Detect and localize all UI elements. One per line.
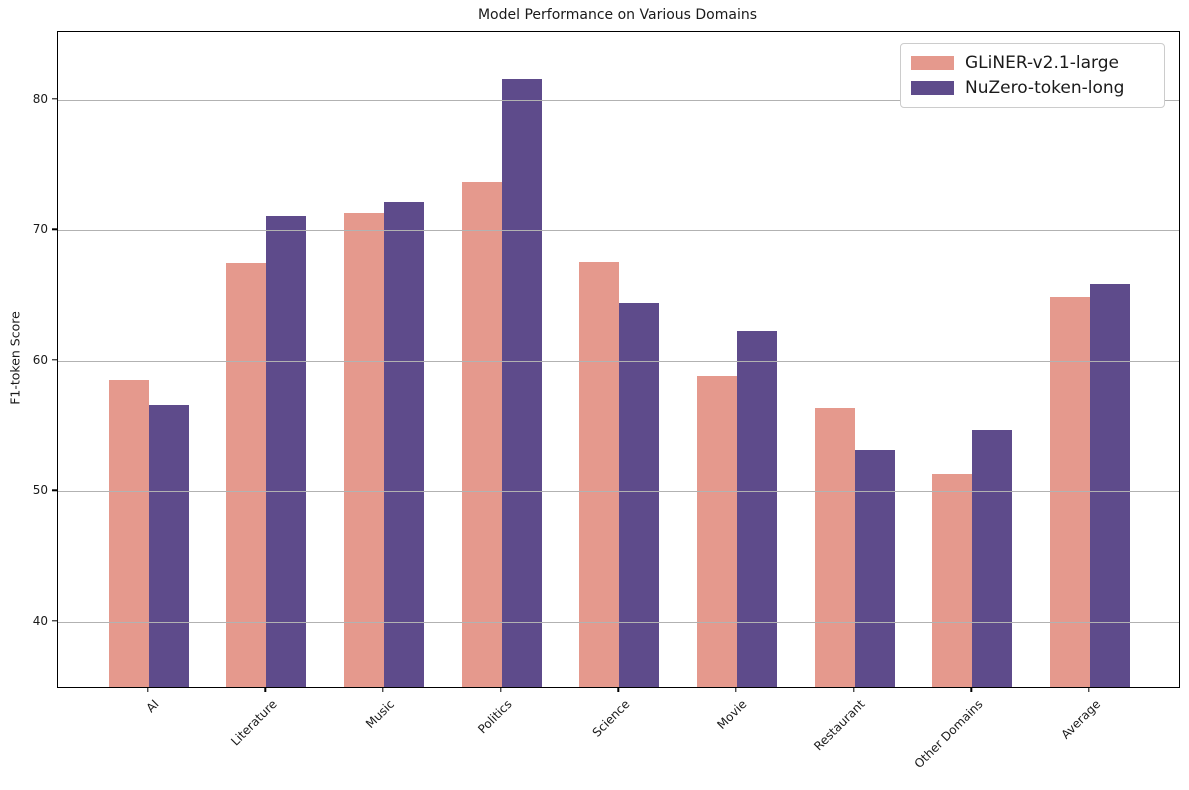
y-tick-mark (52, 620, 57, 622)
bar-nuzero-token-long-other-domains (972, 429, 1013, 687)
legend-swatch-icon (911, 56, 954, 70)
x-tick-label-text: Music (362, 697, 397, 732)
bar-nuzero-token-long-politics (501, 78, 542, 687)
x-tick-mark (264, 687, 267, 692)
bar-nuzero-token-long-music (384, 201, 425, 687)
gridline (58, 360, 1179, 362)
bar-gliner-v2-1-large-movie (697, 376, 737, 687)
y-tick-label: 40 (32, 613, 48, 628)
bar-nuzero-token-long-movie (737, 330, 777, 687)
y-tick-label: 60 (32, 352, 48, 367)
x-tick-mark (735, 687, 737, 692)
bar-nuzero-token-long-average (1089, 283, 1130, 687)
legend: GLiNER-v2.1-large NuZero-token-long (900, 43, 1165, 108)
bar-gliner-v2-1-large-ai (108, 380, 149, 687)
x-tick-label-text: Movie (714, 697, 750, 733)
bar-nuzero-token-long-literature (266, 215, 307, 687)
legend-item: GLiNER-v2.1-large (901, 53, 1164, 73)
y-tick-label: 70 (32, 222, 48, 237)
x-tick-label-text: Literature (227, 697, 280, 749)
bar-gliner-v2-1-large-restaurant (814, 407, 855, 687)
x-tick-mark (382, 687, 384, 692)
y-tick-mark (52, 359, 57, 361)
y-tick-mark (52, 228, 57, 231)
x-tick-label-text: Science (589, 697, 633, 740)
y-tick-mark (52, 98, 57, 100)
bar-gliner-v2-1-large-music (344, 213, 385, 687)
y-tick-label: 80 (32, 91, 48, 106)
legend-item: NuZero-token-long (901, 78, 1164, 98)
bar-nuzero-token-long-science (619, 303, 660, 687)
y-tick-label: 50 (32, 483, 48, 498)
x-tick-mark (499, 687, 502, 692)
x-tick-label-text: Average (1058, 697, 1103, 742)
legend-label: NuZero-token-long (965, 78, 1125, 98)
plot-area (57, 31, 1180, 688)
gridline (58, 621, 1179, 623)
x-tick-mark (1088, 687, 1090, 692)
x-tick-mark (617, 687, 620, 692)
bar-gliner-v2-1-large-science (579, 261, 620, 687)
x-tick-mark (970, 687, 973, 692)
x-tick-label-text: Other Domains (911, 697, 986, 772)
legend-label: GLiNER-v2.1-large (965, 53, 1119, 73)
bar-gliner-v2-1-large-politics (461, 182, 502, 687)
x-tick-label-text: AI (143, 697, 162, 716)
x-tick-label-text: Politics (475, 697, 515, 737)
chart-title: Model Performance on Various Domains (477, 7, 758, 23)
gridline (58, 230, 1179, 232)
bar-gliner-v2-1-large-literature (226, 262, 267, 687)
x-tick-mark (852, 687, 855, 692)
x-tick-mark (146, 687, 149, 692)
gridline (58, 491, 1179, 493)
x-tick-label-text: Restaurant (811, 697, 868, 754)
legend-swatch-icon (911, 81, 954, 95)
bar-gliner-v2-1-large-other-domains (932, 474, 973, 687)
bar-nuzero-token-long-restaurant (854, 449, 895, 687)
y-tick-mark (52, 489, 57, 491)
gridline (58, 99, 1179, 101)
bar-nuzero-token-long-ai (148, 405, 189, 687)
